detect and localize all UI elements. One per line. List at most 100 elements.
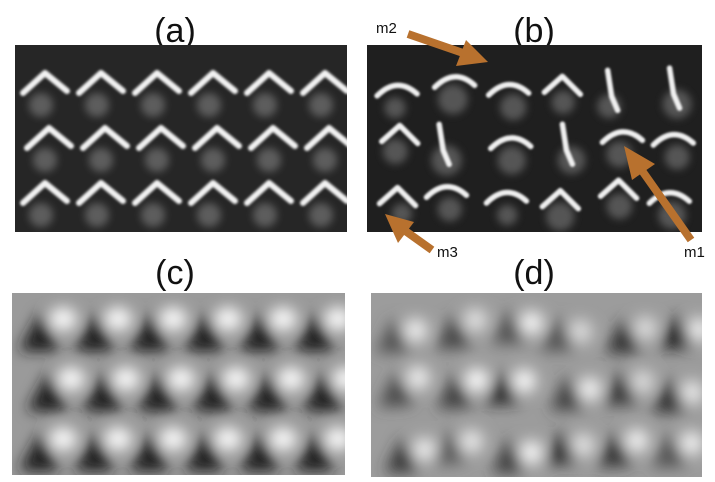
blur-dark-triangle	[484, 369, 521, 406]
chevron-mark	[20, 70, 70, 96]
panel-b-svg	[367, 45, 702, 232]
chevron-mark	[192, 125, 242, 151]
chevron-mark	[248, 125, 298, 151]
blur-light-spot	[633, 316, 658, 341]
blur-dark-triangle	[302, 371, 342, 411]
blur-light-spot	[630, 370, 655, 395]
chevron-mark	[604, 67, 621, 114]
panel-b-image	[367, 45, 702, 232]
blur-light-spot	[269, 427, 297, 451]
blur-dark-triangle	[82, 371, 122, 411]
panel-c-image	[12, 293, 345, 475]
panel-label-a: (a)	[154, 12, 196, 50]
chevron-mark	[80, 125, 130, 151]
blur-dark-triangle	[431, 428, 468, 465]
texture-blob	[253, 203, 277, 227]
chevron-mark	[423, 184, 470, 201]
texture-blob	[33, 148, 57, 172]
chevron-mark	[431, 74, 478, 91]
chevron-mark	[376, 184, 419, 209]
blur-light-spot	[214, 307, 242, 331]
blur-dark-triangle	[27, 371, 67, 411]
blur-dark-triangle	[129, 311, 169, 351]
chevron-mark	[24, 125, 74, 151]
texture-blob	[497, 204, 518, 226]
blur-dark-triangle	[239, 311, 279, 351]
chevron-mark	[76, 180, 126, 206]
blur-dark-triangle	[19, 311, 59, 351]
blur-dark-triangle	[658, 313, 695, 350]
blur-light-spot	[686, 317, 702, 342]
blur-dark-triangle	[74, 311, 114, 351]
blur-light-spot	[624, 428, 649, 453]
chevron-mark	[599, 129, 646, 146]
texture-blob	[384, 97, 406, 119]
chevron-mark	[597, 177, 640, 201]
blur-light-spot	[459, 429, 484, 454]
panel-a-image	[15, 45, 347, 232]
blur-light-spot	[277, 367, 305, 391]
blur-dark-triangle	[605, 317, 642, 354]
blur-light-spot	[104, 427, 132, 451]
texture-blob	[29, 203, 53, 227]
texture-blob	[658, 201, 686, 230]
blur-dark-triangle	[651, 376, 688, 413]
panel-label-d: (d)	[513, 254, 555, 292]
texture-blob	[313, 148, 337, 172]
blur-dark-triangle	[543, 429, 580, 466]
texture-blob	[606, 193, 633, 219]
blur-dark-triangle	[596, 431, 633, 468]
panel-label-c: (c)	[155, 254, 195, 292]
texture-blob	[438, 84, 468, 115]
blur-dark-triangle	[378, 371, 415, 408]
texture-blob	[253, 93, 277, 117]
blur-light-spot	[324, 427, 345, 451]
texture-blob	[197, 203, 221, 227]
annotation-m1-label: m1	[684, 244, 705, 261]
blur-dark-triangle	[491, 437, 528, 474]
chevron-mark	[136, 125, 186, 151]
chevron-mark	[76, 70, 126, 96]
blur-light-spot	[112, 367, 140, 391]
texture-blob	[145, 148, 169, 172]
texture-blob	[29, 93, 53, 117]
panel-d-image	[371, 293, 702, 477]
blur-dark-triangle	[19, 431, 59, 471]
blur-dark-triangle	[549, 374, 586, 411]
blur-light-spot	[679, 431, 702, 456]
blur-dark-triangle	[192, 371, 232, 411]
texture-blob	[89, 148, 113, 172]
texture-blob	[197, 93, 221, 117]
blur-light-spot	[519, 440, 544, 465]
chevron-mark	[378, 122, 421, 147]
blur-dark-triangle	[294, 311, 334, 351]
blur-dark-triangle	[239, 431, 279, 471]
blur-dark-triangle	[247, 371, 287, 411]
blur-light-spot	[403, 318, 428, 343]
blur-dark-triangle	[384, 436, 421, 473]
blur-light-spot	[571, 433, 596, 458]
blur-light-spot	[512, 369, 537, 394]
blur-light-spot	[49, 307, 77, 331]
blur-dark-triangle	[137, 371, 177, 411]
blur-light-spot	[406, 365, 431, 390]
chevron-mark	[132, 70, 182, 96]
chevron-mark	[244, 70, 294, 96]
chevron-mark	[539, 187, 582, 212]
blur-light-spot	[519, 311, 544, 336]
texture-blob	[382, 139, 408, 164]
blur-dark-triangle	[602, 369, 639, 406]
blur-dark-triangle	[294, 431, 334, 471]
chevron-mark	[483, 189, 530, 206]
chevron-mark	[374, 82, 420, 99]
texture-blob	[85, 93, 109, 117]
texture-blob	[391, 203, 413, 224]
texture-blob	[85, 203, 109, 227]
blur-light-spot	[568, 319, 593, 344]
chevron-mark	[436, 121, 452, 168]
blur-dark-triangle	[184, 311, 224, 351]
blur-light-spot	[167, 367, 195, 391]
texture-blob	[437, 197, 462, 222]
texture-blob	[257, 148, 281, 172]
blur-light-spot	[222, 367, 250, 391]
